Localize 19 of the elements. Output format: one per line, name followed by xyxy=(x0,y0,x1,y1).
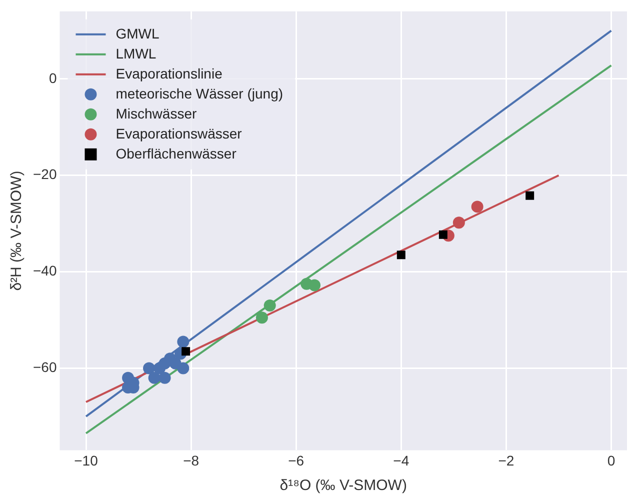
y-tick-label: −60 xyxy=(33,359,57,376)
legend-label: Mischwässer xyxy=(116,105,197,122)
y-axis-title: δ²H (‰ V-SMOW) xyxy=(8,170,26,291)
x-axis-title: δ¹⁸O (‰ V-SMOW) xyxy=(280,477,407,494)
legend-label: Evaporationslinie xyxy=(116,65,223,82)
y-tick-label: −20 xyxy=(33,166,57,182)
x-tick-label: 0 xyxy=(607,452,616,468)
x-tick-label: −4 xyxy=(393,452,410,468)
y-tick-label: −40 xyxy=(33,262,57,279)
x-tick-label: −10 xyxy=(74,452,98,468)
x-tick-label: −6 xyxy=(288,452,304,468)
legend-label: Oberflächenwässer xyxy=(116,145,237,162)
legend-label: LMWL xyxy=(116,45,156,62)
legend-label: Evaporationswässer xyxy=(116,125,242,142)
legend-label: GMWL xyxy=(116,25,160,42)
y-tick-label: 0 xyxy=(48,70,57,86)
x-tick-label: −2 xyxy=(498,452,514,468)
x-tick-label: −8 xyxy=(183,452,200,468)
legend-label: meteorische Wässer (jung) xyxy=(116,85,284,102)
